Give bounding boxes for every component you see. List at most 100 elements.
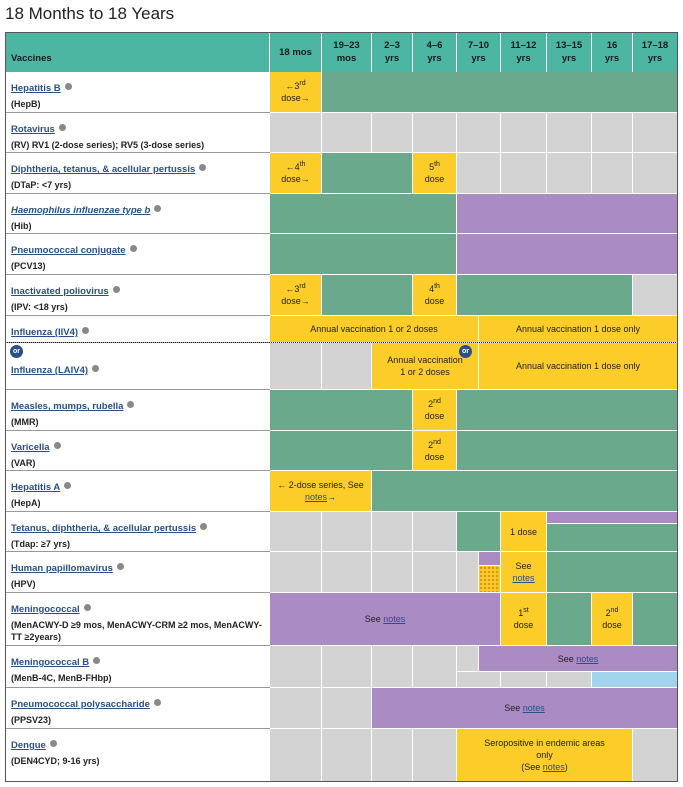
note-line: dose→ — [281, 173, 310, 185]
note-line: 1st — [518, 607, 528, 619]
header-text: mos — [336, 53, 357, 64]
schedule-bar — [322, 343, 372, 390]
notes-link[interactable]: notes — [576, 653, 599, 664]
schedule-bar — [322, 729, 372, 782]
schedule-bar — [457, 275, 633, 316]
note-text: 2 — [428, 439, 434, 450]
schedule-bar — [270, 646, 322, 688]
schedule-bar — [547, 672, 592, 688]
note-text: ) — [564, 762, 568, 772]
vaccine-name[interactable]: Pneumococcal conjugate — [11, 245, 126, 256]
schedule-bar — [372, 471, 678, 512]
schedule-bar — [592, 672, 678, 688]
schedule-bar: 4th dose — [413, 275, 457, 316]
vaccine-name[interactable]: Measles, mumps, rubella — [11, 401, 124, 412]
schedule-bar — [547, 593, 592, 646]
note-text: 2 — [605, 608, 611, 618]
vaccine-name[interactable]: Influenza (LAIV4) — [11, 365, 89, 376]
vaccine-name[interactable]: Human papillomavirus — [11, 563, 113, 574]
schedule-bar — [322, 512, 372, 552]
vaccine-cell: Meningococcal (MenACWY-D ≥9 mos, MenACWY-… — [5, 593, 270, 646]
notes-link[interactable]: notes — [542, 762, 565, 772]
info-icon — [199, 164, 207, 172]
note-text: ← 2-dose series, See — [277, 480, 364, 490]
note-line: dose→ — [281, 295, 310, 307]
note-text: Annual vaccination 1 dose only — [515, 324, 641, 334]
vaccine-cell: Human papillomavirus (HPV) — [5, 552, 270, 593]
vaccine-detail: (IPV: <18 yrs) — [11, 302, 68, 312]
info-icon — [83, 604, 91, 612]
notes-link[interactable]: notes — [512, 573, 535, 583]
note-text: dose — [424, 411, 445, 421]
header-cell: 13–15 yrs — [547, 32, 592, 72]
note-line: 2nd — [606, 607, 619, 619]
notes-link[interactable]: notes — [383, 614, 406, 624]
schedule-bar: ←3rd dose→ — [270, 275, 322, 316]
header-text: yrs — [471, 53, 486, 64]
note-line: dose — [425, 295, 445, 307]
info-icon — [53, 442, 61, 450]
vaccine-cell: Influenza (IIV4) — [5, 316, 270, 343]
schedule-bar — [413, 552, 457, 593]
vaccine-name[interactable]: Influenza (IIV4) — [11, 327, 79, 338]
vaccine-name[interactable]: Pneumococcal polysaccharide — [11, 699, 150, 710]
schedule-bar — [270, 552, 322, 593]
note-text: See — [504, 703, 523, 713]
superscript: rd — [299, 283, 306, 290]
schedule-bar — [547, 524, 678, 552]
vaccine-cell: Hepatitis A (HepA) — [5, 471, 270, 512]
vaccine-name[interactable]: Tetanus, diphtheria, & acellular pertuss… — [11, 523, 197, 534]
note-line: 2nd — [428, 439, 441, 451]
header-text: yrs — [427, 53, 442, 64]
row-separator — [5, 342, 678, 343]
schedule-bar — [501, 113, 547, 153]
notes-link[interactable]: notes — [522, 703, 545, 713]
note-text: Seropositive in endemic areas — [484, 738, 605, 748]
header-cell: 7–10 yrs — [457, 32, 501, 72]
note-text: dose — [513, 620, 534, 630]
schedule-bar: See notes — [501, 552, 547, 593]
note-line: Annual vaccination — [387, 354, 463, 366]
schedule-bar — [457, 431, 678, 471]
vaccine-name[interactable]: Meningococcal — [11, 604, 80, 615]
or-badge: or — [459, 345, 472, 358]
schedule-bar — [413, 646, 457, 688]
vaccine-detail: (Tdap: ≥7 yrs) — [11, 539, 70, 549]
schedule-bar: ←3rd dose→ — [270, 72, 322, 113]
schedule-bar: See notes — [372, 688, 678, 729]
note-line: 1 or 2 doses — [400, 366, 450, 378]
schedule-bar — [547, 552, 678, 593]
vaccine-name[interactable]: Meningococcal B — [11, 657, 90, 668]
vaccine-name[interactable]: Varicella — [11, 442, 50, 453]
schedule-bar — [457, 512, 501, 552]
vaccine-name[interactable]: Haemophilus influenzae type b — [11, 205, 151, 216]
vaccine-cell: Inactivated poliovirus (IPV: <18 yrs) — [5, 275, 270, 316]
superscript: th — [434, 161, 440, 168]
notes-link[interactable]: notes — [304, 492, 328, 502]
note-text: 4 — [429, 284, 435, 294]
header-text: 18 mos — [279, 46, 312, 58]
vaccine-detail: (DEN4CYD; 9-16 yrs) — [11, 756, 100, 766]
schedule-bar: 1 dose — [501, 512, 547, 552]
note-line: notes — [512, 572, 534, 584]
vaccine-name[interactable]: Diphtheria, tetanus, & acellular pertuss… — [11, 164, 196, 175]
info-icon — [58, 124, 66, 132]
vaccine-name[interactable]: Rotavirus — [11, 124, 55, 135]
note-line: (See notes) — [521, 761, 568, 773]
schedule-bar — [547, 512, 678, 524]
header-text: 13–15 — [555, 40, 583, 51]
schedule-bar — [457, 194, 678, 234]
schedule-bar — [270, 729, 322, 782]
vaccine-name[interactable]: Dengue — [11, 740, 46, 751]
vaccine-name[interactable]: Inactivated poliovirus — [11, 286, 109, 297]
vaccine-name[interactable]: Hepatitis A — [11, 482, 61, 493]
vaccine-detail: (DTaP: <7 yrs) — [11, 180, 72, 190]
vaccine-name[interactable]: Hepatitis B — [11, 83, 61, 94]
vaccine-cell: Influenza (LAIV4) — [5, 343, 270, 390]
superscript: nd — [433, 398, 441, 405]
schedule-bar — [270, 343, 322, 390]
superscript: th — [299, 161, 306, 168]
schedule-bar: See notes — [479, 646, 678, 673]
schedule-bar: 1st dose — [501, 593, 547, 646]
schedule-bar — [270, 688, 322, 729]
